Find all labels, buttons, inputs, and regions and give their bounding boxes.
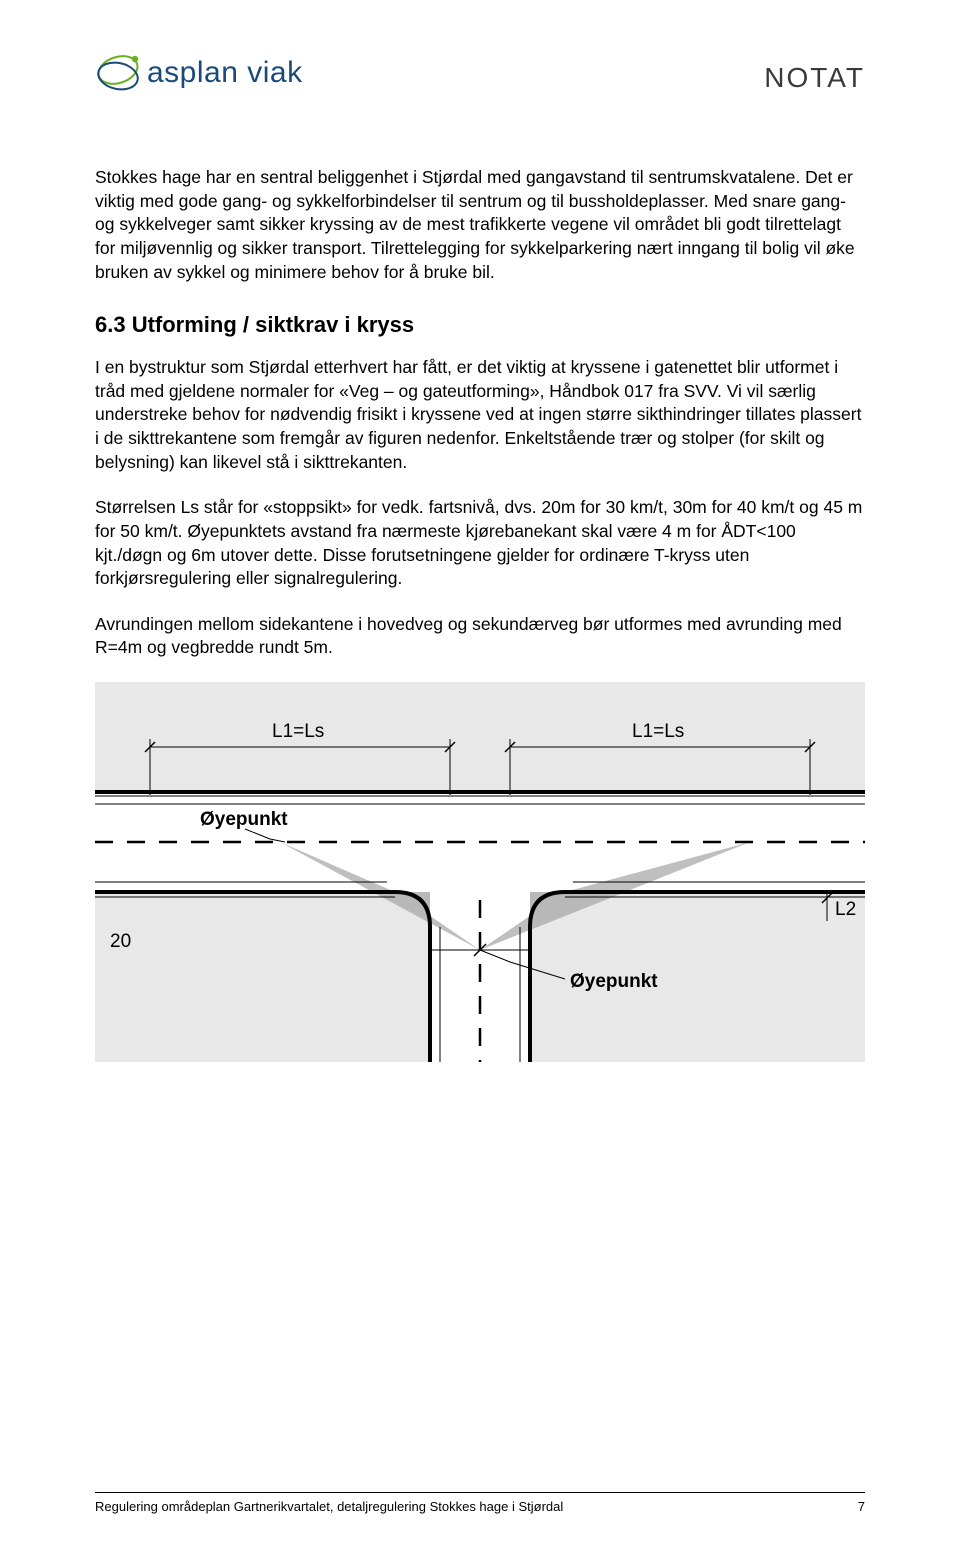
page-footer: Regulering områdeplan Gartnerikvartalet,… [95,1492,865,1514]
paragraph-intro: Stokkes hage har en sentral beliggenhet … [95,166,865,284]
page: asplan viak NOTAT Stokkes hage har en se… [0,0,960,1554]
logo: asplan viak [95,50,303,96]
section-heading-6-3: 6.3 Utforming / siktkrav i kryss [95,312,865,338]
paragraph-2: I en bystruktur som Stjørdal etterhvert … [95,356,865,474]
svg-text:L2: L2 [835,899,856,920]
page-header: asplan viak NOTAT [95,50,865,96]
svg-text:Øyepunkt: Øyepunkt [570,971,658,992]
svg-text:L1=Ls: L1=Ls [272,721,324,742]
svg-text:Øyepunkt: Øyepunkt [200,809,288,830]
logo-text: asplan viak [147,56,303,90]
paragraph-4: Avrundingen mellom sidekantene i hovedve… [95,613,865,660]
footer-text: Regulering områdeplan Gartnerikvartalet,… [95,1499,563,1514]
diagram-container: L1=Ls L1=Ls Øyepunkt Øyepunkt 20 L2 [95,682,865,1062]
svg-text:L1=Ls: L1=Ls [632,721,684,742]
page-number: 7 [858,1499,865,1514]
svg-text:20: 20 [110,931,131,952]
document-type-label: NOTAT [764,62,865,94]
logo-mark-icon [95,50,141,96]
paragraph-3: Størrelsen Ls står for «stoppsikt» for v… [95,496,865,591]
t-junction-sight-diagram: L1=Ls L1=Ls Øyepunkt Øyepunkt 20 L2 [95,682,865,1062]
